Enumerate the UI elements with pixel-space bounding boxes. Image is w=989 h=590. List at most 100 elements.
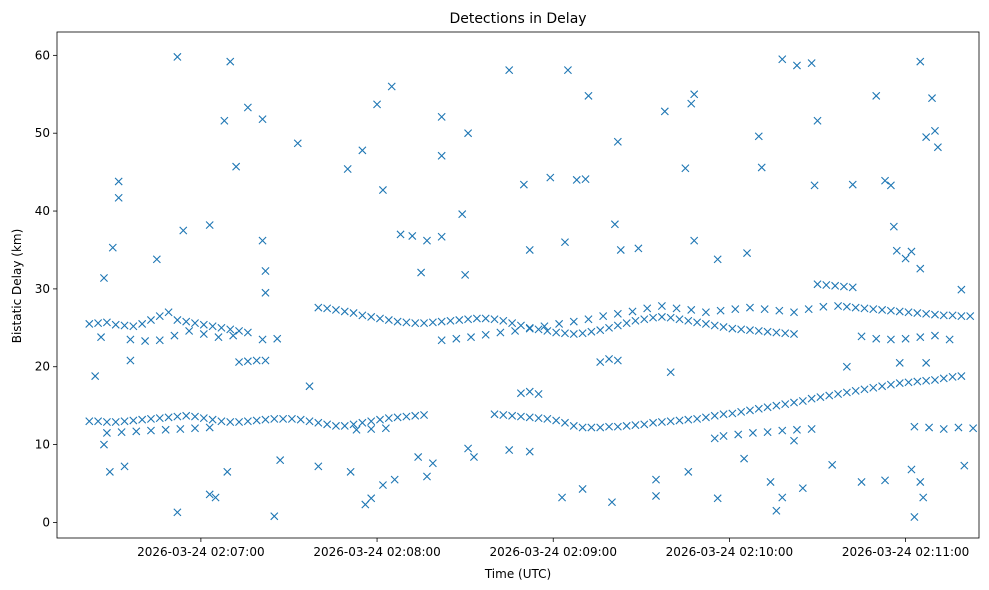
data-point (314, 418, 323, 427)
data-point (243, 103, 252, 112)
data-point (916, 477, 925, 486)
data-point (922, 376, 931, 385)
data-point (578, 329, 587, 338)
data-point (358, 146, 367, 155)
data-point (640, 315, 649, 324)
data-point (930, 331, 939, 340)
data-point (716, 306, 725, 315)
data-point (666, 368, 675, 377)
data-point (235, 326, 244, 335)
data-point (516, 412, 525, 421)
data-point (916, 57, 925, 66)
data-point (737, 325, 746, 334)
data-point (778, 426, 787, 435)
x-axis-label: Time (UTC) (484, 567, 551, 581)
data-point (516, 389, 525, 398)
data-point (851, 386, 860, 395)
data-point (584, 91, 593, 100)
data-point (878, 305, 887, 314)
data-point (916, 333, 925, 342)
data-point (331, 421, 340, 430)
data-point (631, 421, 640, 430)
data-point (569, 330, 578, 339)
data-point (114, 193, 123, 202)
data-point (828, 460, 837, 469)
data-point (343, 165, 352, 173)
data-point (687, 305, 696, 314)
data-point (778, 493, 787, 502)
data-point (587, 423, 596, 432)
data-point (191, 424, 199, 433)
y-axis-label: Bistatic Delay (km) (10, 229, 24, 344)
data-point (258, 115, 267, 124)
data-point (628, 307, 637, 316)
data-point (657, 302, 666, 311)
data-point (581, 175, 590, 184)
data-point (261, 356, 270, 365)
data-point (276, 456, 285, 465)
chart-title: Detections in Delay (449, 11, 586, 27)
data-point (652, 475, 660, 484)
data-point (790, 308, 799, 317)
data-point (205, 423, 214, 432)
data-point (878, 382, 887, 391)
data-point (798, 484, 807, 493)
data-point (775, 306, 784, 315)
data-point (102, 318, 111, 327)
data-point (605, 422, 614, 431)
data-point (710, 434, 719, 443)
data-point (587, 327, 596, 336)
data-point (85, 417, 94, 426)
data-point (120, 417, 129, 426)
data-point (349, 309, 358, 318)
data-point (622, 421, 631, 430)
data-point (534, 414, 543, 423)
data-point (467, 333, 476, 342)
data-point (446, 316, 455, 325)
data-point (781, 329, 790, 338)
data-point (323, 420, 332, 429)
data-point (913, 377, 922, 386)
data-point (211, 493, 220, 502)
data-point (728, 324, 737, 333)
data-point (922, 133, 931, 142)
data-point (649, 418, 658, 427)
data-point (948, 372, 957, 381)
data-point (872, 334, 881, 343)
data-point (258, 236, 267, 245)
data-point (957, 312, 966, 321)
data-point (919, 493, 928, 502)
data-point (693, 318, 702, 327)
data-point (687, 99, 696, 108)
data-point (684, 415, 693, 424)
data-point (417, 268, 426, 277)
data-point (754, 326, 763, 335)
data-point (411, 319, 420, 328)
data-point (117, 428, 126, 437)
data-point (957, 372, 966, 381)
data-point (132, 427, 141, 436)
data-point (766, 477, 775, 486)
data-point (886, 181, 895, 190)
data-point (930, 310, 939, 319)
data-point (610, 220, 619, 229)
data-point (613, 309, 622, 318)
data-point (693, 414, 702, 423)
data-point (223, 467, 232, 476)
data-point (719, 323, 728, 332)
data-point (214, 333, 223, 342)
data-point (481, 314, 490, 323)
data-point (111, 320, 120, 329)
data-point (881, 476, 890, 485)
data-point (613, 137, 622, 146)
data-point (675, 315, 684, 324)
data-point (361, 500, 370, 509)
data-point (848, 180, 857, 189)
data-point (358, 418, 367, 427)
data-point (314, 462, 323, 471)
data-point (839, 282, 848, 291)
data-point (872, 91, 881, 100)
data-point (543, 326, 552, 335)
data-point (94, 417, 103, 426)
data-point (757, 163, 766, 172)
